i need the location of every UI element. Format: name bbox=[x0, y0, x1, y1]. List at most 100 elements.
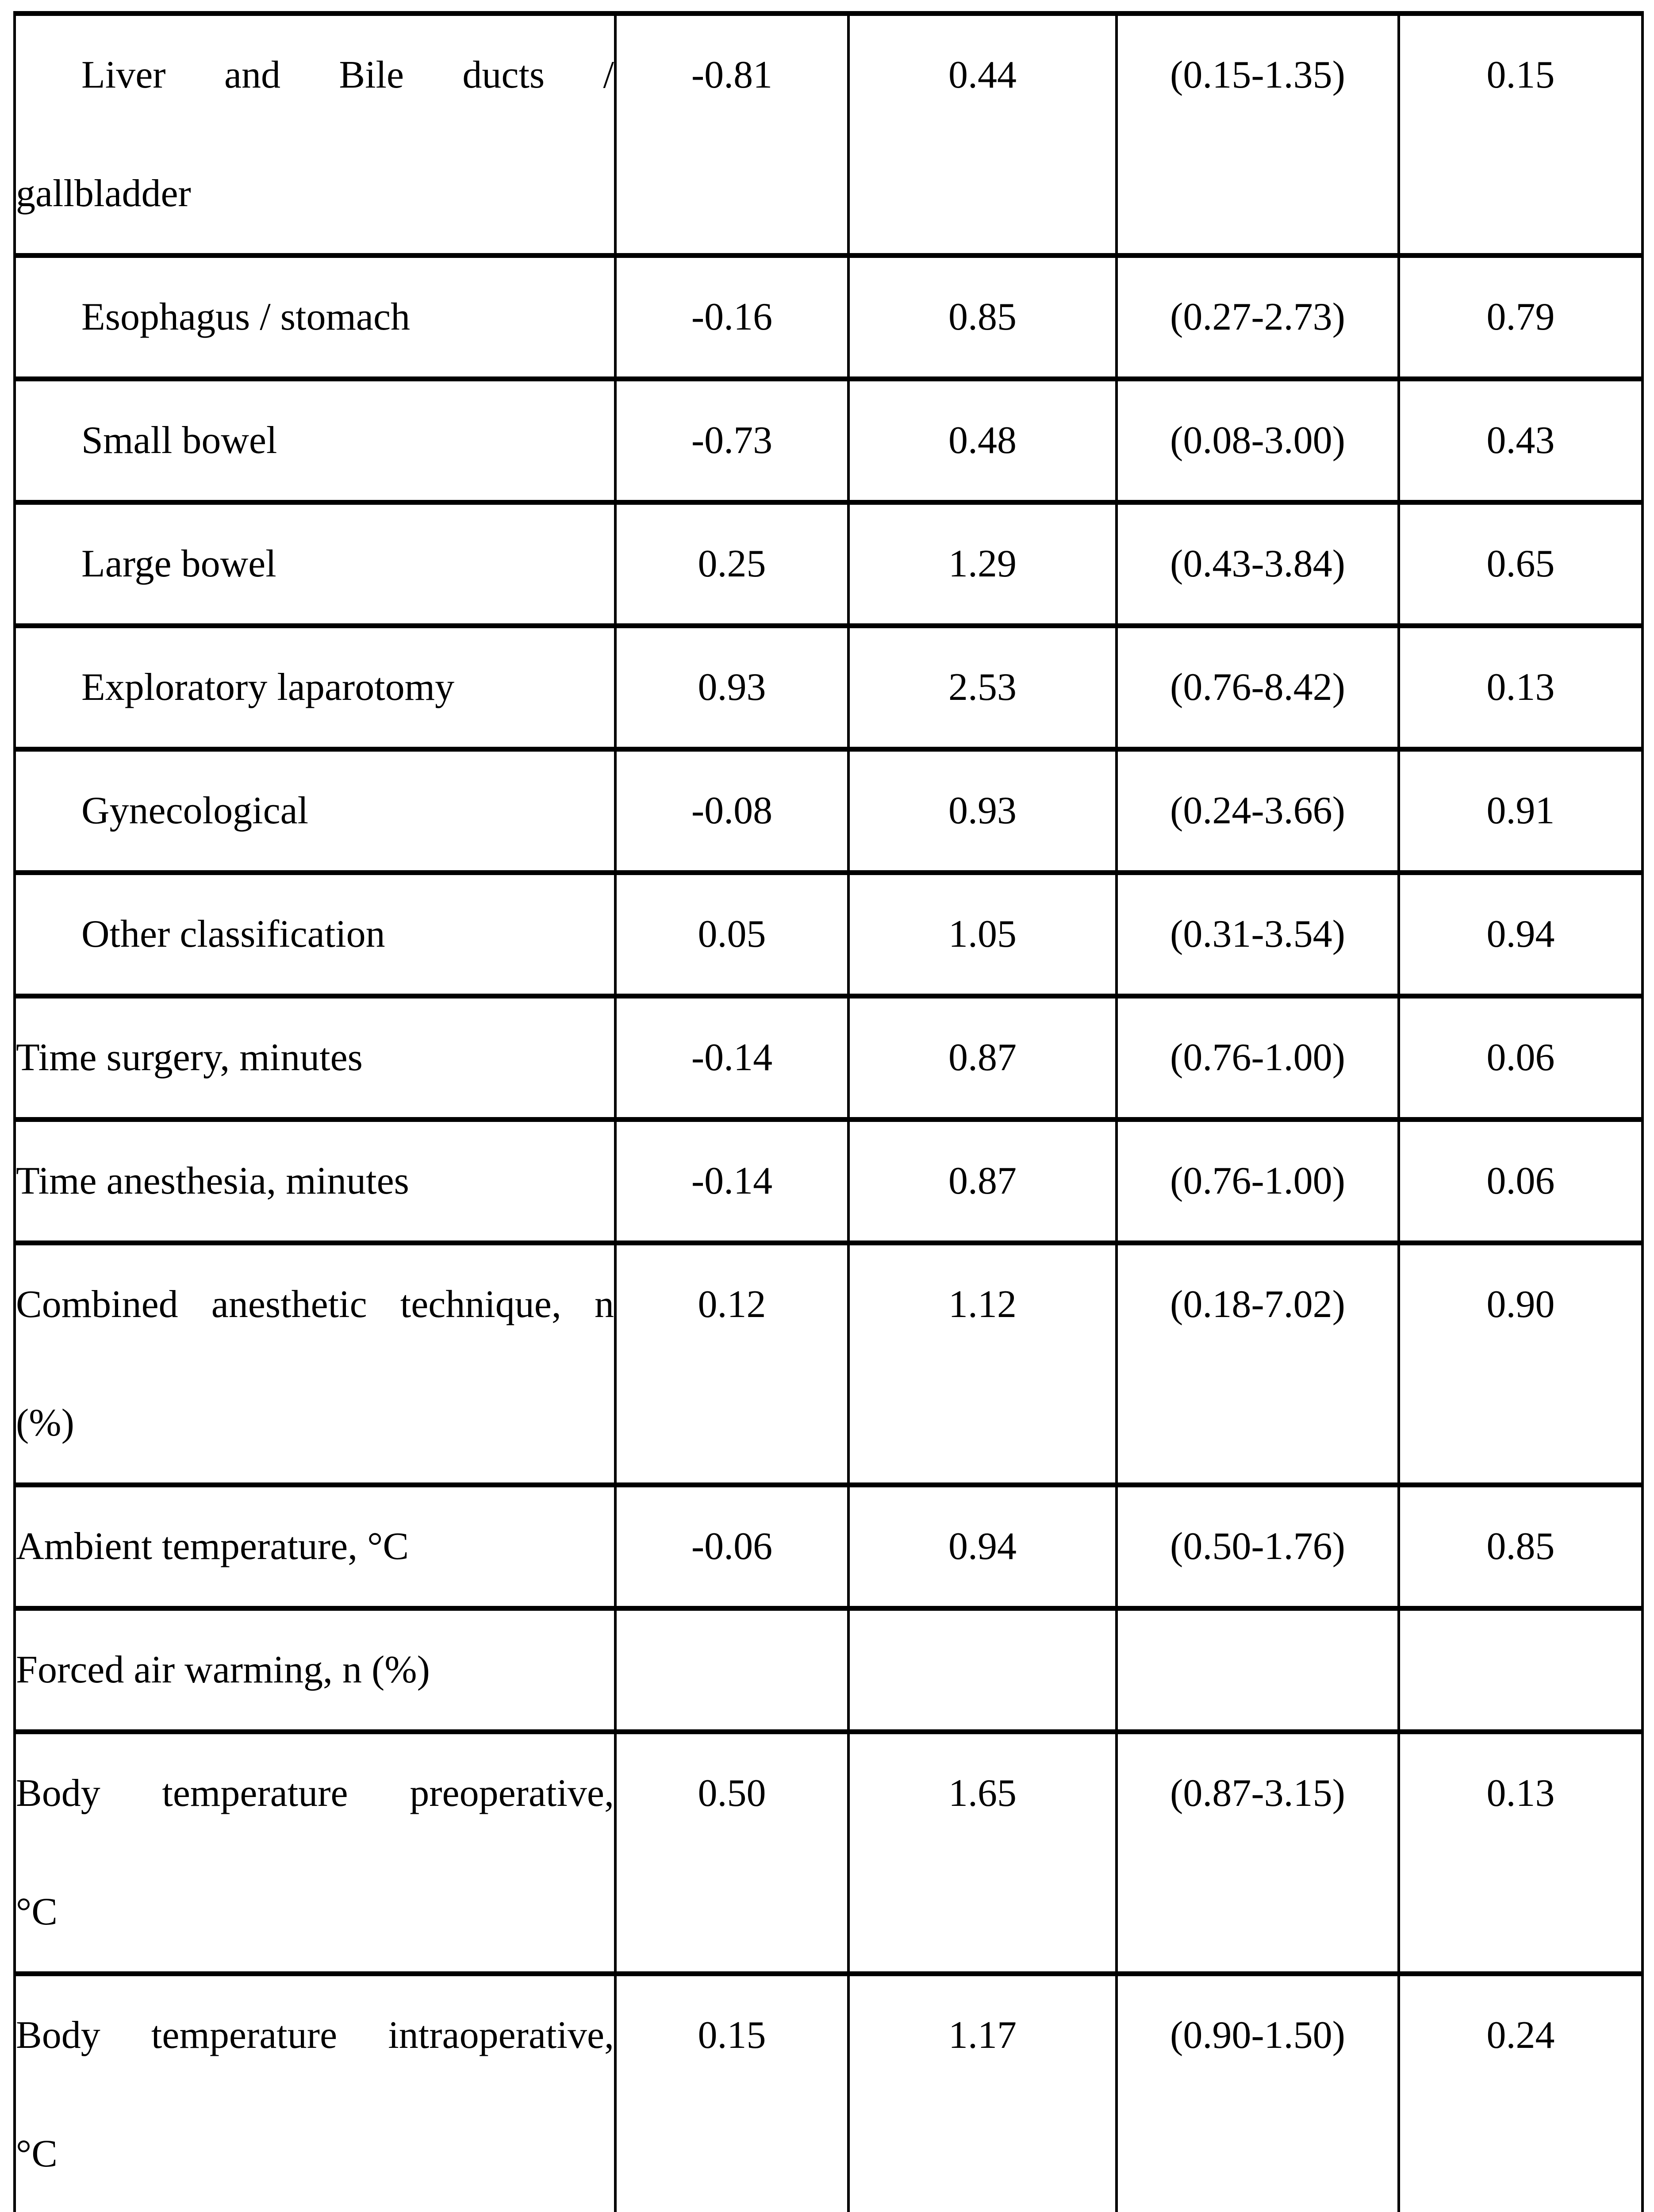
table-row: Small bowel -0.73 0.48 (0.08-3.00) 0.43 bbox=[13, 376, 1644, 505]
coefficient-cell: 0.93 bbox=[614, 623, 850, 752]
table-row: Forced air warming, n (%) bbox=[13, 1606, 1644, 1734]
table-body: Liver and Bile ducts / gallbladder -0.81 0.… bbox=[13, 11, 1644, 2212]
row-label-cell: Combined anesthetic technique, n (%) bbox=[13, 1240, 617, 1487]
row-label-cell: Small bowel bbox=[13, 376, 617, 505]
table-row: Exploratory laparotomy 0.93 2.53 (0.76-8.42… bbox=[13, 623, 1644, 752]
table-row: Large bowel 0.25 1.29 (0.43-3.84) 0.65 bbox=[13, 500, 1644, 628]
coefficient-cell: 0.05 bbox=[614, 870, 850, 998]
confidence-interval-cell: (0.76-1.00) bbox=[1115, 1117, 1400, 1245]
odds-ratio-cell: 0.85 bbox=[847, 253, 1118, 381]
table-row: Time surgery, minutes -0.14 0.87 (0.76-1.00… bbox=[13, 994, 1644, 1122]
table-row: Liver and Bile ducts / gallbladder -0.81 0.… bbox=[13, 11, 1644, 258]
coefficient-cell: 0.50 bbox=[614, 1729, 850, 1976]
p-value-cell: 0.65 bbox=[1397, 500, 1644, 628]
odds-ratio-cell: 1.12 bbox=[847, 1240, 1118, 1487]
coefficient-cell: 0.12 bbox=[614, 1240, 850, 1487]
row-label-cell: Esophagus / stomach bbox=[13, 253, 617, 381]
coefficient-cell: 0.25 bbox=[614, 500, 850, 628]
confidence-interval-cell: (0.27-2.73) bbox=[1115, 253, 1400, 381]
confidence-interval-cell: (0.76-1.00) bbox=[1115, 994, 1400, 1122]
p-value-cell: 0.13 bbox=[1397, 1729, 1644, 1976]
row-label-line: Body temperature intraoperative, bbox=[16, 2014, 614, 2057]
odds-ratio-cell: 1.29 bbox=[847, 500, 1118, 628]
row-label-line: Forced air warming, n (%) bbox=[16, 1648, 430, 1691]
row-label-cell: Body temperature preoperative, °C bbox=[13, 1729, 617, 1976]
row-label-cell: Exploratory laparotomy bbox=[13, 623, 617, 752]
row-label-cell: Liver and Bile ducts / gallbladder bbox=[13, 11, 617, 258]
row-label-cell: Ambient temperature, °C bbox=[13, 1482, 617, 1611]
row-label-line: Ambient temperature, °C bbox=[16, 1525, 409, 1568]
odds-ratio-cell: 1.65 bbox=[847, 1729, 1118, 1976]
row-label-cell: Forced air warming, n (%) bbox=[13, 1606, 617, 1734]
p-value-cell: 0.13 bbox=[1397, 623, 1644, 752]
row-label-line: Esophagus / stomach bbox=[81, 296, 411, 338]
confidence-interval-cell bbox=[1115, 1606, 1400, 1734]
row-label-line: Liver and Bile ducts / bbox=[81, 54, 614, 96]
row-label-line: Large bowel bbox=[81, 542, 276, 585]
odds-ratio-cell: 0.87 bbox=[847, 994, 1118, 1122]
p-value-cell: 0.43 bbox=[1397, 376, 1644, 505]
coefficient-cell: -0.08 bbox=[614, 747, 850, 875]
confidence-interval-cell: (0.87-3.15) bbox=[1115, 1729, 1400, 1976]
table-row: Time anesthesia, minutes -0.14 0.87 (0.76-1… bbox=[13, 1117, 1644, 1245]
confidence-interval-cell: (0.15-1.35) bbox=[1115, 11, 1400, 258]
coefficient-cell: -0.81 bbox=[614, 11, 850, 258]
row-label-cell: Large bowel bbox=[13, 500, 617, 628]
coefficient-cell: -0.14 bbox=[614, 1117, 850, 1245]
row-label-line: (%) bbox=[16, 1402, 74, 1444]
row-label-cell: Other classification bbox=[13, 870, 617, 998]
confidence-interval-cell: (0.50-1.76) bbox=[1115, 1482, 1400, 1611]
confidence-interval-cell: (0.31-3.54) bbox=[1115, 870, 1400, 998]
row-label-line: gallbladder bbox=[16, 172, 191, 215]
odds-ratio-cell: 0.87 bbox=[847, 1117, 1118, 1245]
confidence-interval-cell: (0.76-8.42) bbox=[1115, 623, 1400, 752]
p-value-cell: 0.15 bbox=[1397, 11, 1644, 258]
table-row: Other classification 0.05 1.05 (0.31-3.54) 0… bbox=[13, 870, 1644, 998]
row-label-line: Gynecological bbox=[81, 789, 309, 832]
row-label-line: Exploratory laparotomy bbox=[81, 666, 455, 709]
p-value-cell: 0.06 bbox=[1397, 994, 1644, 1122]
row-label-line: Time anesthesia, minutes bbox=[16, 1160, 409, 1202]
table-row: Body temperature intraoperative, °C 0.15 1.… bbox=[13, 1971, 1644, 2212]
odds-ratio-cell: 0.44 bbox=[847, 11, 1118, 258]
p-value-cell: 0.90 bbox=[1397, 1240, 1644, 1487]
row-label-line: °C bbox=[16, 1890, 58, 1933]
odds-ratio-cell: 0.94 bbox=[847, 1482, 1118, 1611]
p-value-cell: 0.85 bbox=[1397, 1482, 1644, 1611]
confidence-interval-cell: (0.90-1.50) bbox=[1115, 1971, 1400, 2212]
coefficient-cell: -0.73 bbox=[614, 376, 850, 505]
confidence-interval-cell: (0.43-3.84) bbox=[1115, 500, 1400, 628]
row-label-cell: Time anesthesia, minutes bbox=[13, 1117, 617, 1245]
confidence-interval-cell: (0.18-7.02) bbox=[1115, 1240, 1400, 1487]
row-label-line: Small bowel bbox=[81, 419, 277, 462]
odds-ratio-cell: 1.05 bbox=[847, 870, 1118, 998]
row-label-line: °C bbox=[16, 2132, 58, 2175]
odds-ratio-cell: 1.17 bbox=[847, 1971, 1118, 2212]
table-row: Combined anesthetic technique, n (%) 0.12 1… bbox=[13, 1240, 1644, 1487]
table-row: Body temperature preoperative, °C 0.50 1.65… bbox=[13, 1729, 1644, 1976]
odds-ratio-cell: 0.93 bbox=[847, 747, 1118, 875]
row-label-line: Time surgery, minutes bbox=[16, 1036, 363, 1079]
confidence-interval-cell: (0.08-3.00) bbox=[1115, 376, 1400, 505]
table-row: Gynecological -0.08 0.93 (0.24-3.66) 0.91 bbox=[13, 747, 1644, 875]
odds-ratio-cell: 0.48 bbox=[847, 376, 1118, 505]
row-label-cell: Body temperature intraoperative, °C bbox=[13, 1971, 617, 2212]
coefficient-cell: -0.14 bbox=[614, 994, 850, 1122]
p-value-cell bbox=[1397, 1606, 1644, 1734]
table-row: Esophagus / stomach -0.16 0.85 (0.27-2.73) 0… bbox=[13, 253, 1644, 381]
row-label-cell: Gynecological bbox=[13, 747, 617, 875]
p-value-cell: 0.94 bbox=[1397, 870, 1644, 998]
odds-ratio-cell bbox=[847, 1606, 1118, 1734]
p-value-cell: 0.79 bbox=[1397, 253, 1644, 381]
p-value-cell: 0.24 bbox=[1397, 1971, 1644, 2212]
odds-ratio-cell: 2.53 bbox=[847, 623, 1118, 752]
row-label-line: Combined anesthetic technique, n bbox=[16, 1283, 614, 1326]
coefficient-cell bbox=[614, 1606, 850, 1734]
row-label-line: Other classification bbox=[81, 913, 385, 956]
p-value-cell: 0.06 bbox=[1397, 1117, 1644, 1245]
coefficient-cell: 0.15 bbox=[614, 1971, 850, 2212]
coefficient-cell: -0.06 bbox=[614, 1482, 850, 1611]
row-label-cell: Time surgery, minutes bbox=[13, 994, 617, 1122]
regression-table: Liver and Bile ducts / gallbladder -0.81 0.… bbox=[13, 11, 1644, 2212]
